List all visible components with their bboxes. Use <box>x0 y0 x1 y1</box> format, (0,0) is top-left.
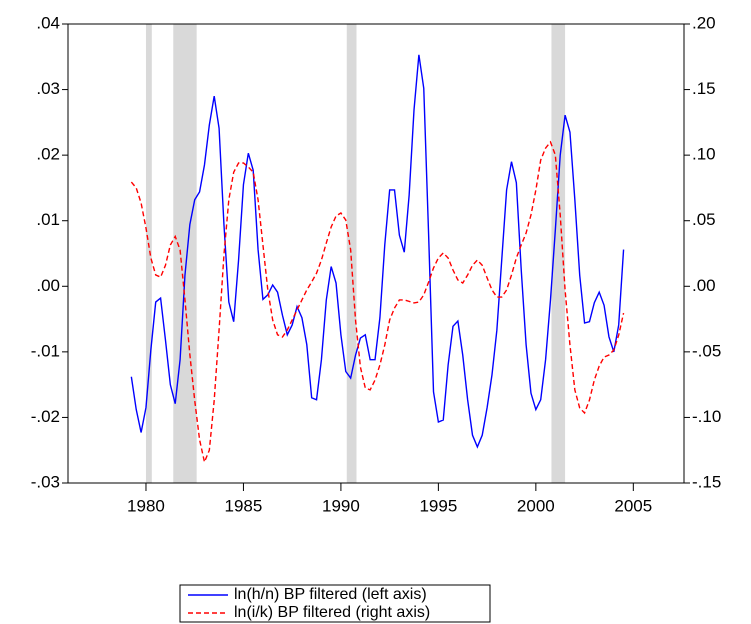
y-tick-label: .02 <box>36 145 60 164</box>
y-tick-label: -.03 <box>31 472 60 491</box>
x-tick-label: 2005 <box>614 496 652 515</box>
y-tick-label: .01 <box>36 210 60 229</box>
x-tick-label: 2000 <box>517 496 555 515</box>
y-tick-label: -.02 <box>31 407 60 426</box>
y2-tick-label: -.05 <box>692 341 721 360</box>
y-tick-label: -.01 <box>31 341 60 360</box>
series-line <box>130 140 625 465</box>
y-tick-label: .03 <box>36 79 60 98</box>
series-line <box>130 54 625 449</box>
x-tick-label: 1995 <box>419 496 457 515</box>
x-tick-label: 1980 <box>127 496 165 515</box>
y2-tick-label: -.10 <box>692 407 721 426</box>
y2-tick-label: .10 <box>692 145 716 164</box>
plot-frame <box>67 23 685 484</box>
legend-label: ln(h/n) BP filtered (left axis) <box>234 586 427 603</box>
recession-band <box>346 24 357 483</box>
y2-tick-label: .15 <box>692 79 716 98</box>
recession-band <box>173 24 197 483</box>
legend-box <box>179 584 491 623</box>
y2-tick-label: .20 <box>692 13 716 32</box>
x-tick-label: 1985 <box>225 496 263 515</box>
y-tick-label: .04 <box>36 13 60 32</box>
y2-tick-label: .00 <box>692 276 716 295</box>
recession-band <box>145 24 152 483</box>
y2-tick-label: .05 <box>692 210 716 229</box>
x-tick-label: 1990 <box>322 496 360 515</box>
y-tick-label: .00 <box>36 276 60 295</box>
y2-tick-label: -.15 <box>692 472 721 491</box>
legend-label: ln(i/k) BP filtered (right axis) <box>234 604 430 621</box>
